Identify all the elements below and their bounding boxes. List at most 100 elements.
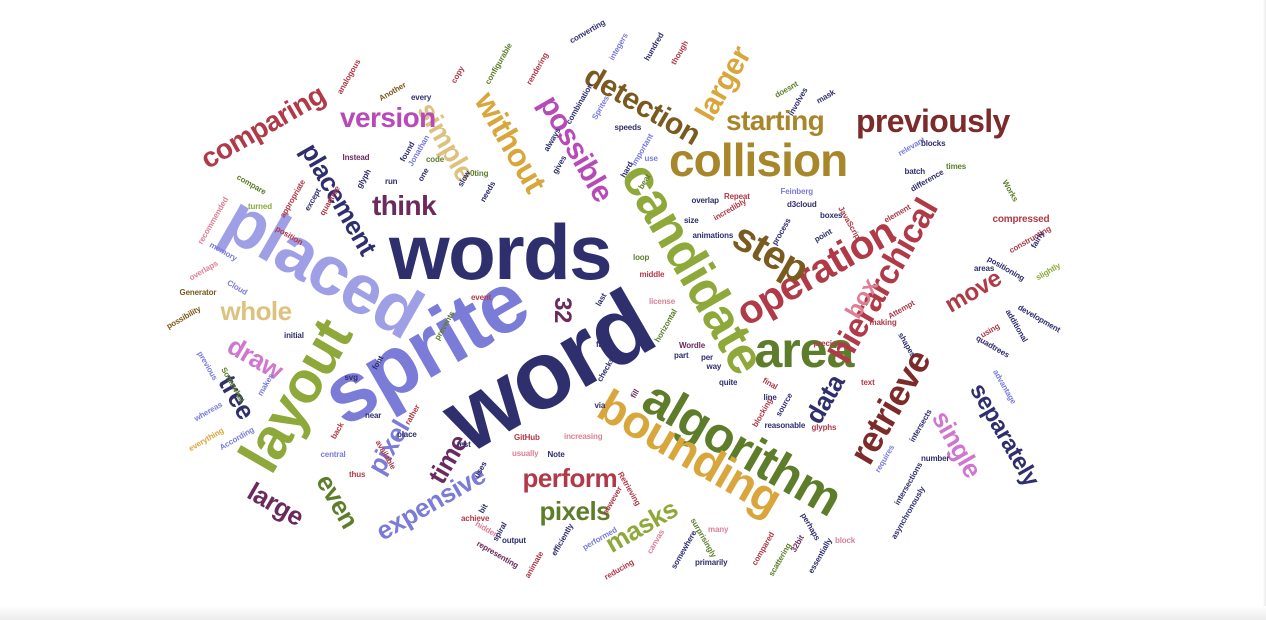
- word-middle: middle: [639, 270, 665, 279]
- word-near: near: [365, 411, 382, 420]
- word-areas: areas: [974, 264, 995, 273]
- word-single: single: [926, 405, 989, 483]
- word-area: area: [754, 322, 855, 378]
- word-rendering: rendering: [524, 51, 550, 87]
- word-generator: Generator: [179, 288, 217, 297]
- word-block: block: [835, 536, 856, 545]
- word-slightly: slightly: [1033, 260, 1062, 283]
- word-text: text: [861, 378, 875, 387]
- word-back: back: [329, 420, 346, 441]
- word-asynchronously: asynchronously: [888, 484, 927, 541]
- word-wordle: Wordle: [679, 341, 706, 350]
- word-mask: mask: [814, 87, 837, 106]
- word-using: using: [978, 321, 1001, 340]
- word-cloud: Cloud: [225, 278, 249, 297]
- word-previous: previous: [195, 349, 220, 382]
- page-right-edge: [1263, 0, 1266, 620]
- word-glyphs: glyphs: [811, 423, 837, 432]
- word-think: think: [372, 190, 437, 221]
- word-possibility: possibility: [165, 304, 203, 331]
- word-times: times: [946, 162, 967, 171]
- word-making: making: [869, 318, 897, 327]
- word-primarily: primarily: [695, 558, 728, 567]
- word-scattering: scattering: [766, 541, 793, 578]
- word-another: Another: [377, 80, 408, 103]
- word-version: version: [340, 102, 436, 133]
- word-every: every: [411, 93, 432, 102]
- word-number: number: [921, 454, 950, 463]
- word-compressed: compressed: [992, 214, 1050, 225]
- word-thus: thus: [349, 470, 366, 479]
- word-loop: loop: [633, 253, 650, 262]
- word-pixels: pixels: [539, 496, 611, 526]
- word-one: one: [416, 166, 431, 183]
- word-32bit: 32bit: [789, 533, 806, 554]
- word-overlap: overlap: [691, 196, 720, 205]
- word-horizontal: horizontal: [652, 307, 679, 344]
- word-whole: whole: [220, 296, 293, 326]
- word-final: final: [761, 375, 780, 392]
- word-somewhere: somewhere: [668, 529, 698, 571]
- word-copy: copy: [449, 64, 466, 85]
- word-32: 32: [548, 297, 576, 323]
- word-part: part: [674, 351, 689, 360]
- word-batch: batch: [904, 167, 926, 176]
- word-words: words: [389, 208, 612, 296]
- word-increasing: increasing: [564, 432, 603, 441]
- word-size: size: [684, 216, 699, 225]
- word-speeds: speeds: [614, 123, 642, 132]
- page-bottom-edge: [0, 606, 1266, 620]
- word-run: run: [385, 177, 398, 186]
- word-large: large: [242, 476, 310, 532]
- word-initial: initial: [284, 331, 304, 340]
- word-essentially: essentially: [805, 536, 834, 575]
- word-data: data: [798, 369, 851, 429]
- word-blocks: blocks: [921, 139, 946, 148]
- word-starting: starting: [726, 105, 825, 136]
- word-even: even: [309, 468, 365, 534]
- word-animate: animate: [522, 549, 545, 580]
- word-code: code: [426, 155, 445, 164]
- word-converting: converting: [567, 17, 607, 46]
- word-precise: precise: [813, 339, 841, 348]
- word-overlaps: overlaps: [187, 258, 220, 283]
- word-quite: quite: [719, 378, 738, 387]
- word-whereas: whereas: [192, 399, 224, 424]
- word-efficiently: efficiently: [549, 522, 576, 558]
- word-output: output: [502, 536, 526, 545]
- word-license: license: [649, 297, 676, 306]
- word-place: place: [397, 430, 417, 439]
- word-analogous: analogous: [334, 57, 362, 96]
- word-source: source: [773, 391, 794, 418]
- word-line: line: [763, 393, 777, 402]
- word-repeat: Repeat: [724, 192, 750, 201]
- word-works: Works: [1000, 178, 1020, 204]
- word-perform: perform: [522, 463, 618, 493]
- word-previously: previously: [856, 103, 1010, 139]
- word-event: event: [471, 293, 492, 302]
- word-svg: svg: [344, 373, 358, 382]
- word-configurable: configurable: [483, 41, 515, 86]
- word-though: though: [669, 39, 691, 67]
- word-github: GitHub: [514, 433, 540, 442]
- word-instead: Instead: [342, 153, 370, 162]
- word-needs: needs: [478, 179, 498, 204]
- word-achieve: achieve: [461, 514, 490, 523]
- word-hundred: hundred: [641, 31, 666, 63]
- word-compared: compared: [749, 530, 776, 568]
- word-way: way: [706, 362, 722, 371]
- word-glyph: glyph: [354, 167, 373, 190]
- word-reducing: reducing: [602, 557, 635, 582]
- word-via: via: [594, 401, 606, 410]
- word-animations: animations: [692, 231, 734, 240]
- word-many: many: [708, 525, 729, 534]
- word-turned: turned: [248, 202, 272, 211]
- word-per: per: [701, 353, 713, 362]
- word-reasonable: reasonable: [764, 421, 806, 430]
- word-fast: fast: [596, 340, 610, 349]
- word-d3cloud: d3cloud: [787, 200, 817, 209]
- word-collision: collision: [669, 134, 848, 186]
- word-integers: integers: [607, 31, 630, 62]
